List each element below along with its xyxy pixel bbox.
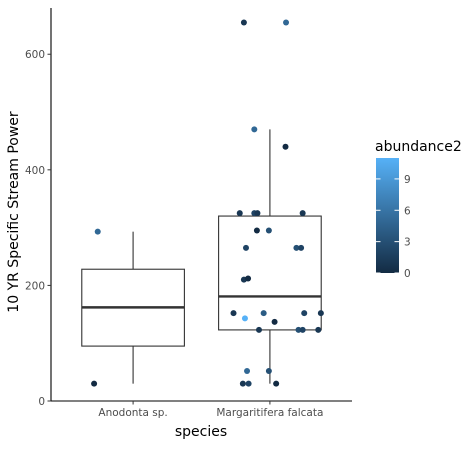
- data-point: [240, 19, 247, 26]
- y-axis-ticks: 0 200 400 600: [25, 49, 51, 408]
- data-point: [299, 326, 306, 333]
- y-tick-label: 0: [38, 396, 45, 408]
- data-point: [282, 143, 289, 150]
- data-point: [242, 244, 249, 251]
- data-point: [94, 228, 101, 235]
- data-point: [254, 210, 261, 217]
- y-tick-label: 600: [25, 49, 45, 61]
- data-point: [244, 367, 251, 374]
- data-point: [91, 380, 98, 387]
- data-point: [271, 318, 278, 325]
- legend-colorbar: [376, 158, 399, 273]
- data-point: [317, 310, 324, 317]
- data-point: [295, 326, 302, 333]
- y-axis-title: 10 YR Specific Stream Power: [6, 111, 22, 313]
- legend-break-label: 9: [404, 174, 411, 186]
- data-point: [236, 210, 243, 217]
- box-0: [81, 231, 185, 384]
- box-1: [218, 129, 322, 384]
- legend-break-label: 3: [404, 237, 411, 249]
- data-point: [260, 310, 267, 317]
- data-point: [241, 315, 248, 322]
- legend-title: abundance2: [375, 139, 462, 155]
- x-axis-ticks: Anodonta sp. Margaritifera falcata: [98, 401, 323, 419]
- data-point: [239, 380, 246, 387]
- data-point: [245, 380, 252, 387]
- legend-break-label: 0: [404, 268, 411, 280]
- legend-break-label: 6: [404, 205, 411, 217]
- x-tick-label: Anodonta sp.: [98, 407, 167, 419]
- data-point: [301, 310, 308, 317]
- plot-area: [81, 19, 324, 387]
- data-point: [315, 326, 322, 333]
- data-point: [293, 244, 300, 251]
- y-tick-label: 200: [25, 280, 45, 292]
- data-point: [265, 227, 272, 234]
- data-point: [273, 380, 280, 387]
- x-tick-label: Margaritifera falcata: [216, 407, 323, 419]
- data-point: [253, 227, 260, 234]
- data-point: [265, 367, 272, 374]
- data-point: [230, 310, 237, 317]
- legend: abundance2 0 3 6 9: [375, 139, 462, 280]
- data-point: [299, 210, 306, 217]
- data-point: [255, 326, 262, 333]
- data-point: [245, 275, 252, 282]
- x-axis-title: species: [175, 424, 227, 440]
- data-point: [283, 19, 290, 26]
- legend-breaks: 0 3 6 9: [376, 174, 411, 280]
- data-point: [298, 244, 305, 251]
- data-point: [251, 126, 258, 133]
- y-tick-label: 400: [25, 165, 45, 177]
